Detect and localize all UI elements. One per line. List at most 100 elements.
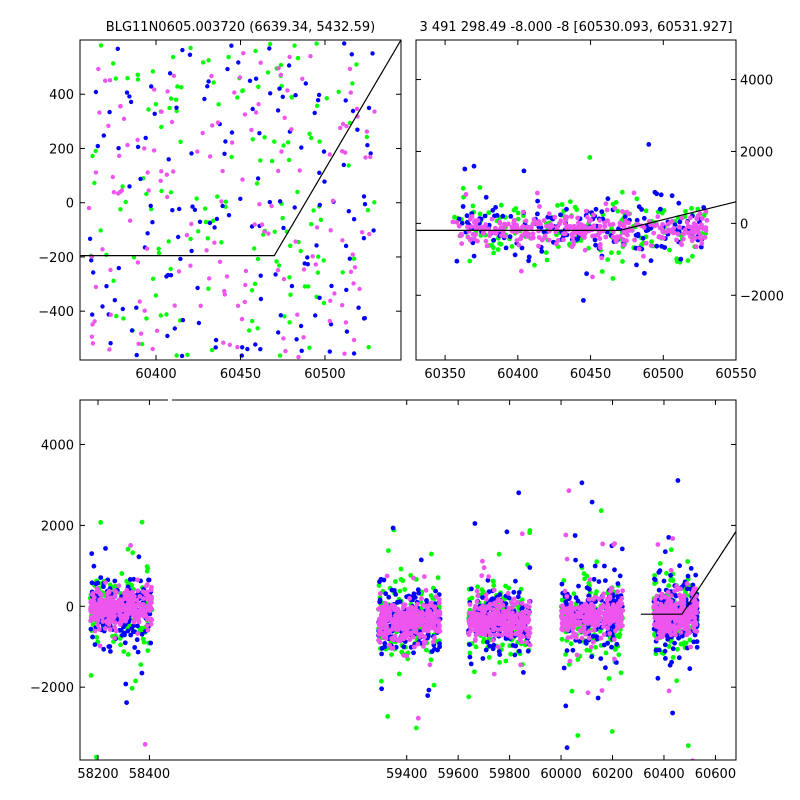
data-point bbox=[90, 634, 95, 640]
data-point bbox=[131, 623, 136, 629]
data-point bbox=[619, 607, 625, 613]
data-point bbox=[227, 342, 232, 347]
data-point bbox=[285, 140, 291, 145]
data-point bbox=[93, 170, 99, 175]
data-point bbox=[97, 607, 103, 613]
data-point bbox=[272, 139, 277, 144]
data-point bbox=[176, 269, 182, 274]
data-point bbox=[377, 591, 383, 596]
data-point bbox=[90, 322, 95, 327]
data-point bbox=[281, 276, 287, 282]
data-point bbox=[280, 215, 285, 221]
data-point bbox=[203, 206, 208, 211]
data-point bbox=[166, 157, 171, 162]
data-point bbox=[135, 623, 140, 629]
data-point bbox=[151, 148, 157, 153]
data-point bbox=[433, 588, 438, 594]
data-point bbox=[652, 576, 657, 582]
data-point bbox=[541, 218, 547, 223]
y-tick-label: 4000 bbox=[740, 74, 773, 89]
data-point bbox=[118, 628, 124, 633]
data-point bbox=[144, 623, 150, 629]
data-point bbox=[159, 169, 164, 174]
data-point bbox=[598, 656, 604, 661]
data-point bbox=[293, 93, 298, 98]
data-point bbox=[386, 630, 392, 635]
data-point bbox=[340, 121, 346, 127]
data-point bbox=[127, 94, 132, 99]
data-point bbox=[667, 662, 673, 668]
data-point bbox=[689, 205, 694, 211]
data-point bbox=[203, 219, 209, 225]
data-point bbox=[93, 284, 99, 290]
data-point bbox=[662, 642, 668, 648]
data-point bbox=[610, 598, 616, 603]
data-point bbox=[631, 190, 637, 196]
data-point bbox=[269, 203, 274, 209]
data-point bbox=[427, 608, 432, 614]
x-tick-label: 60550 bbox=[715, 367, 756, 382]
y-tick-label: −400 bbox=[38, 305, 74, 320]
data-point bbox=[668, 593, 674, 598]
data-point bbox=[380, 604, 386, 610]
x-tick-label: 60400 bbox=[497, 367, 538, 382]
data-point bbox=[677, 219, 683, 225]
data-point bbox=[165, 333, 170, 339]
data-point bbox=[125, 76, 130, 81]
data-point bbox=[256, 102, 261, 107]
y-tick-label: 0 bbox=[66, 197, 74, 212]
data-point bbox=[138, 331, 144, 336]
data-point bbox=[309, 135, 314, 141]
model-line bbox=[640, 531, 736, 615]
data-point bbox=[524, 234, 530, 239]
data-point bbox=[313, 313, 318, 318]
data-point bbox=[656, 570, 662, 575]
data-point bbox=[591, 596, 596, 602]
data-point bbox=[258, 296, 264, 302]
data-point bbox=[235, 95, 240, 100]
data-point bbox=[100, 614, 105, 620]
data-point bbox=[276, 330, 281, 335]
data-point bbox=[641, 253, 646, 259]
data-point bbox=[520, 624, 525, 630]
data-point bbox=[247, 78, 253, 84]
data-point bbox=[670, 578, 676, 584]
data-point bbox=[281, 336, 286, 341]
data-point bbox=[651, 230, 657, 236]
data-point bbox=[486, 210, 492, 216]
y-tick-label: −2000 bbox=[740, 289, 784, 304]
data-point bbox=[515, 624, 521, 629]
data-point bbox=[588, 217, 594, 223]
data-point bbox=[351, 256, 357, 261]
data-point bbox=[480, 656, 486, 661]
data-point bbox=[593, 206, 599, 212]
data-point bbox=[347, 256, 352, 261]
data-point bbox=[521, 610, 527, 616]
data-point bbox=[127, 218, 133, 223]
data-point bbox=[648, 243, 654, 249]
x-tick-label: 60000 bbox=[540, 767, 581, 782]
data-point bbox=[235, 344, 240, 350]
data-point bbox=[212, 240, 217, 245]
data-point bbox=[299, 145, 304, 150]
data-point bbox=[507, 234, 513, 240]
data-point bbox=[206, 79, 211, 84]
data-point bbox=[188, 45, 193, 51]
data-point bbox=[677, 563, 682, 569]
data-point bbox=[517, 637, 523, 643]
data-point bbox=[561, 237, 566, 243]
data-point bbox=[490, 637, 496, 643]
data-point bbox=[150, 276, 156, 281]
data-point bbox=[96, 626, 102, 632]
data-point bbox=[118, 207, 123, 212]
data-point bbox=[413, 725, 419, 731]
data-point bbox=[257, 202, 262, 207]
data-point bbox=[590, 639, 596, 645]
data-point bbox=[392, 633, 398, 639]
data-point bbox=[99, 592, 104, 598]
data-point bbox=[240, 177, 245, 182]
data-point bbox=[470, 231, 476, 237]
data-point bbox=[363, 155, 368, 160]
data-point bbox=[496, 609, 501, 615]
data-point bbox=[285, 88, 290, 93]
